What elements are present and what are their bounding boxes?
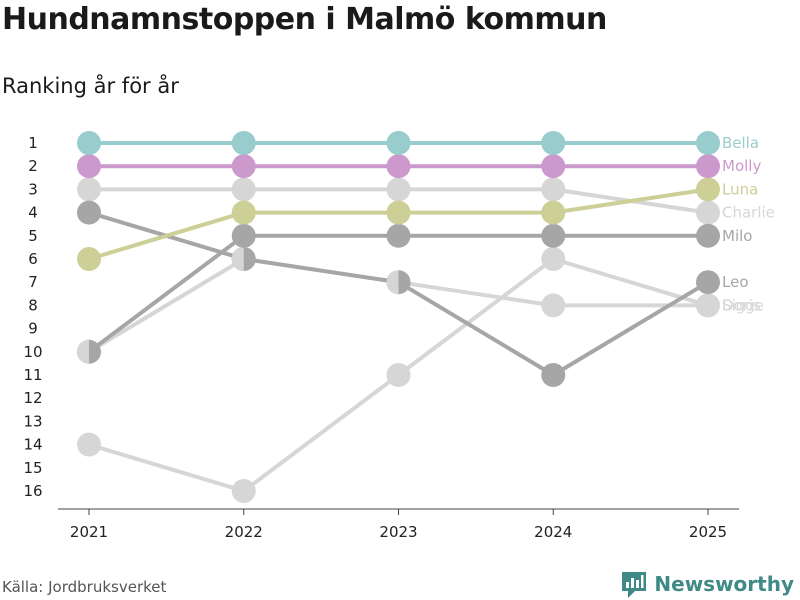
series-label-bella: Bella [722,134,759,152]
data-point-sigge [231,479,256,503]
y-tick-label: 15 [23,459,42,477]
data-point-milo [541,223,566,248]
series-label-leo: Leo [722,273,749,291]
y-tick-label: 13 [23,412,42,430]
y-tick-label: 3 [28,180,38,198]
brand: Newsworthy [622,570,794,598]
data-point-charlie [696,200,720,225]
brand-name: Newsworthy [654,572,794,596]
data-point-bella [77,131,101,155]
source-note: Källa: Jordbruksverket [2,578,167,596]
y-tick-label: 8 [28,296,38,314]
data-point-doris [541,293,566,318]
data-point-molly [77,154,101,179]
data-point-molly [541,154,566,179]
y-tick-label: 2 [28,157,38,175]
bar-chart-logo-icon [622,572,647,598]
data-point-luna [77,247,101,271]
data-point-charlie [541,177,566,202]
data-point-milo [231,223,256,248]
data-point-sigge [386,363,411,387]
data-point-doris [77,339,89,364]
y-tick-label: 12 [23,389,42,407]
chart-subtitle: Ranking år för år [2,74,179,98]
data-point-luna [231,200,256,225]
data-point-molly [696,154,720,179]
data-point-doris [231,247,244,271]
y-tick-label: 11 [23,366,42,384]
data-point-leo [541,363,566,387]
y-tick-label: 14 [23,436,42,454]
x-tick-label: 2024 [534,523,572,541]
data-point-sigge [77,432,101,457]
y-tick-label: 16 [23,482,42,500]
data-point-bella [386,131,411,155]
data-point-doris [386,270,399,295]
y-tick-label: 10 [23,343,42,361]
data-point-luna [541,200,566,225]
data-point-leo [696,270,720,295]
data-point-milo [696,223,720,248]
data-point-luna [386,200,411,225]
data-point-molly [386,154,411,179]
data-point-milo [386,223,411,248]
data-point-charlie [77,177,101,202]
y-tick-label: 5 [28,227,38,245]
data-point-molly [231,154,256,179]
y-tick-label: 7 [28,273,38,291]
series-label-milo: Milo [722,227,752,245]
y-tick-label: 4 [28,204,38,222]
y-tick-label: 9 [28,320,38,338]
bump-chart: 2021 2022 2023 2024 202512345678910111213141… [23,131,775,541]
series-label-sigge: Sigge [722,296,764,314]
series-label-luna: Luna [722,180,758,198]
data-point-bella [696,131,720,155]
x-tick-label: 2021 [70,523,108,541]
data-point-sigge [541,247,566,271]
data-point-sigge [696,293,708,318]
x-tick-label: 2022 [225,523,263,541]
series-label-doris: Doris [722,296,761,314]
x-tick-label: 2023 [379,523,417,541]
data-point-bella [231,131,256,155]
series-label-molly: Molly [722,157,761,175]
data-point-bella [541,131,566,155]
data-point-charlie [386,177,411,202]
y-tick-label: 6 [28,250,38,268]
y-tick-label: 1 [28,134,38,152]
series-label-charlie: Charlie [722,204,775,222]
data-point-charlie [231,177,256,202]
chart-title: Hundnamnstoppen i Malmö kommun [2,2,607,37]
data-point-leo [77,200,101,225]
x-tick-label: 2025 [689,523,727,541]
data-point-luna [696,177,720,202]
